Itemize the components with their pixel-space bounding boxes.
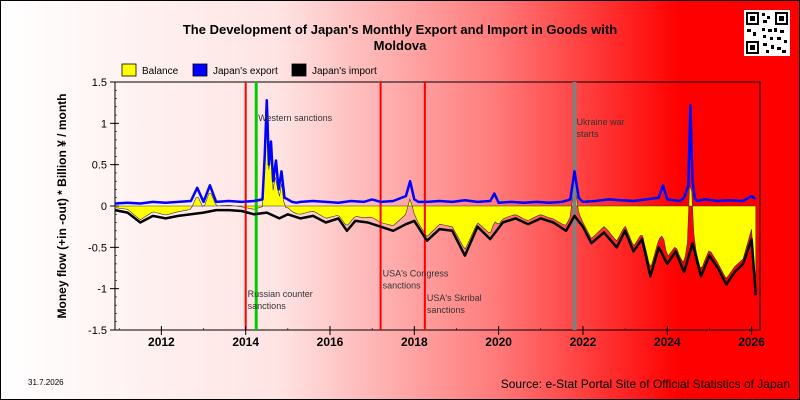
- y-axis-label: Money flow (+in -out) * Billion ¥ / mont…: [55, 94, 69, 319]
- x-tick-label-5: 2022: [570, 335, 597, 349]
- legend-label-2: Japan's import: [312, 66, 377, 77]
- balance-area: [114, 109, 757, 289]
- legend-swatch-2: [291, 63, 307, 77]
- event-label-1-0: Russian counter: [248, 289, 313, 299]
- y-tick-label-4: -0.5: [88, 242, 107, 254]
- x-tick-label-7: 2026: [738, 335, 765, 349]
- chart-title-line2: Moldova: [373, 38, 427, 53]
- event-label-2-0: USA's Congress: [383, 268, 449, 278]
- source-note: Source: e-Stat Portal Site of Official S…: [500, 377, 790, 391]
- x-tick-label-0: 2012: [148, 335, 175, 349]
- qr-code-icon: [744, 10, 790, 56]
- x-tick-label-2: 2016: [317, 335, 344, 349]
- y-tick-label-2: 0.5: [92, 160, 107, 172]
- date-stamp: 31.7.2026: [28, 378, 64, 387]
- event-label-1-1: sanctions: [248, 301, 287, 311]
- event-label-3-1: sanctions: [427, 305, 466, 315]
- y-tick-label-3: 0: [101, 201, 107, 213]
- y-tick-label-0: 1.5: [92, 77, 107, 89]
- chart-title-line1: The Development of Japan's Monthly Expor…: [182, 22, 618, 37]
- x-tick-label-3: 2018: [401, 335, 428, 349]
- y-tick-label-5: -1: [97, 284, 107, 296]
- y-tick-label-6: -1.5: [88, 325, 107, 337]
- x-tick-label-6: 2024: [654, 335, 681, 349]
- event-label-0-0: Western sanctions: [258, 113, 332, 123]
- legend-swatch-0: [121, 63, 137, 77]
- y-tick-label-1: 1: [101, 118, 107, 130]
- export-line: [114, 98, 757, 205]
- event-label-4-0: Ukraine war: [577, 117, 625, 127]
- import-line: [114, 208, 758, 296]
- x-tick-label-4: 2020: [485, 335, 512, 349]
- event-label-4-1: starts: [577, 129, 600, 139]
- legend-swatch-1: [192, 63, 208, 77]
- legend-label-1: Japan's export: [213, 66, 278, 77]
- x-tick-label-1: 2014: [232, 335, 259, 349]
- event-label-2-1: sanctions: [383, 280, 422, 290]
- event-label-3-0: USA's Skribal: [427, 293, 482, 303]
- legend-label-0: Balance: [142, 66, 179, 77]
